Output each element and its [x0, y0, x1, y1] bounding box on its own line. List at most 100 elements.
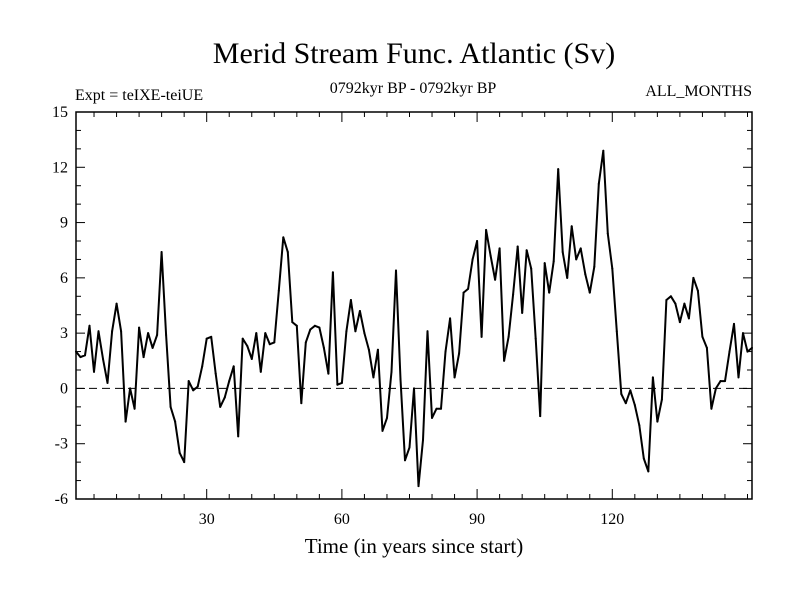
data-point	[719, 380, 722, 383]
data-point	[449, 317, 452, 320]
data-point	[521, 311, 524, 314]
data-point	[489, 254, 492, 257]
data-point	[683, 302, 686, 305]
data-point	[710, 407, 713, 410]
data-point	[102, 357, 105, 360]
data-point	[696, 289, 699, 292]
axis-ticks: -6 -3 0 3 6 9 12 15 30 60 90 120	[52, 104, 752, 528]
data-point	[372, 376, 375, 379]
data-point	[728, 350, 731, 353]
data-point	[611, 267, 614, 270]
data-point	[665, 298, 668, 301]
data-point	[498, 247, 501, 250]
data-point	[516, 245, 519, 248]
data-point	[476, 240, 479, 242]
data-point	[678, 321, 681, 324]
data-point	[714, 387, 717, 390]
data-point	[201, 365, 204, 368]
data-point	[624, 402, 627, 405]
data-point	[539, 415, 542, 418]
x-tick-label: 120	[600, 511, 624, 528]
data-point	[422, 439, 425, 442]
data-point	[291, 321, 294, 324]
data-point	[349, 298, 352, 301]
data-point	[93, 370, 96, 373]
data-point	[575, 258, 578, 261]
data-point	[579, 247, 582, 250]
data-point	[557, 168, 560, 171]
months-label: ALL_MONTHS	[645, 83, 752, 100]
data-point	[561, 251, 564, 254]
data-point	[79, 356, 82, 359]
data-point	[259, 370, 262, 373]
data-point	[75, 350, 77, 353]
data-point	[196, 385, 199, 388]
data-point	[264, 332, 267, 335]
data-point	[746, 350, 749, 353]
data-point	[336, 383, 339, 386]
y-tick-label: 15	[52, 104, 68, 121]
data-point	[97, 330, 100, 333]
y-tick-label: 12	[52, 159, 68, 176]
data-point	[485, 228, 488, 231]
data-point	[142, 356, 145, 359]
data-point	[444, 350, 447, 353]
data-point	[268, 343, 271, 346]
data-point	[133, 407, 136, 410]
data-point	[584, 273, 587, 276]
data-point	[376, 348, 379, 351]
data-point	[106, 381, 109, 384]
data-point	[214, 372, 217, 375]
data-point	[597, 182, 600, 185]
data-point	[147, 332, 150, 335]
y-tick-label: 9	[60, 215, 68, 232]
data-point	[246, 345, 249, 348]
data-point	[277, 289, 280, 292]
data-point	[241, 337, 244, 340]
data-point	[633, 404, 636, 407]
data-point	[701, 335, 704, 338]
data-point	[723, 380, 726, 383]
data-point	[503, 359, 506, 362]
data-point	[651, 376, 654, 379]
data-point	[84, 354, 87, 357]
data-point	[331, 271, 334, 274]
data-point	[88, 324, 91, 327]
data-points	[75, 149, 753, 488]
data-point	[237, 435, 240, 438]
data-point	[642, 457, 645, 460]
data-point	[615, 330, 618, 333]
data-point	[178, 451, 181, 454]
data-point	[115, 302, 118, 305]
data-point	[588, 291, 591, 294]
data-point	[431, 416, 434, 419]
data-point	[620, 392, 623, 395]
data-point	[390, 370, 393, 373]
data-point	[629, 389, 632, 392]
data-point	[471, 258, 474, 261]
data-point	[124, 420, 127, 423]
data-point	[322, 346, 325, 349]
data-point	[453, 376, 456, 379]
data-point	[318, 326, 321, 329]
data-point	[525, 249, 528, 252]
data-point	[205, 337, 208, 340]
data-point	[593, 265, 596, 268]
data-point	[552, 260, 555, 263]
data-point	[408, 446, 411, 449]
data-point	[300, 402, 303, 405]
data-point	[129, 387, 132, 390]
y-tick-label: -6	[55, 491, 68, 508]
data-point	[399, 378, 402, 381]
data-point	[151, 346, 154, 349]
y-tick-label: 3	[60, 325, 68, 342]
y-tick-label: -3	[55, 436, 68, 453]
data-point	[669, 295, 672, 298]
data-point	[363, 332, 366, 335]
data-point	[219, 405, 222, 408]
data-point	[340, 381, 343, 384]
data-point	[426, 330, 429, 333]
data-point	[602, 149, 605, 152]
data-point	[385, 416, 388, 419]
